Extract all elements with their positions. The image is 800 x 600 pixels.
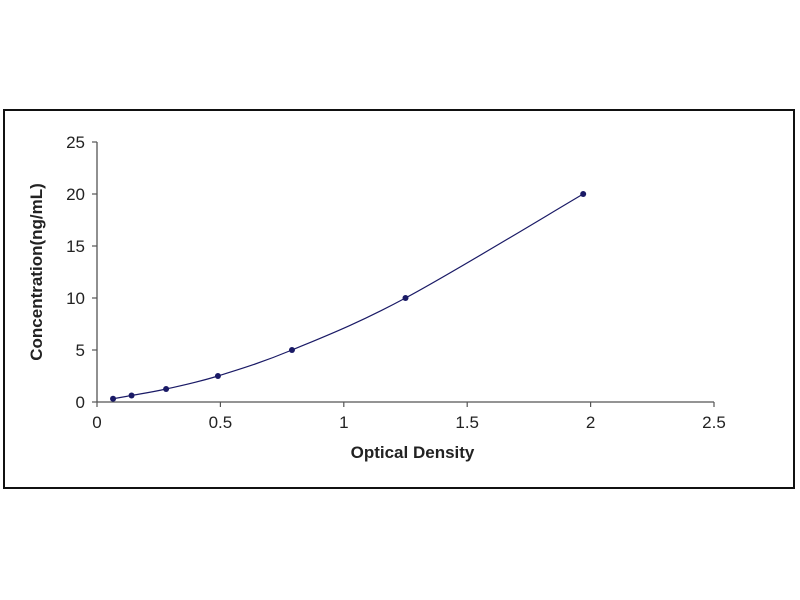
data-point	[110, 395, 117, 402]
x-tick-label: 1	[339, 413, 348, 432]
data-point	[288, 347, 295, 353]
y-tick-label: 10	[66, 289, 85, 308]
y-tick-label: 5	[76, 341, 85, 360]
data-point	[580, 191, 587, 197]
y-tick-label: 0	[76, 393, 85, 412]
x-tick-label: 1.5	[455, 413, 479, 432]
data-point	[163, 386, 170, 392]
data-point	[128, 392, 135, 399]
y-axis-title: Concentration(ng/mL)	[27, 183, 46, 361]
chart-frame: 0 5 10 15 20 25 0 0.5 1 1.5 2 2.5 Optical Density …	[3, 109, 795, 489]
x-tick-label: 2	[586, 413, 595, 432]
x-axis-ticks: 0 0.5 1 1.5 2 2.5	[92, 402, 726, 432]
x-tick-label: 0	[92, 413, 101, 432]
axes	[96, 142, 714, 403]
y-tick-label: 15	[66, 237, 85, 256]
fit-curve	[112, 193, 584, 400]
y-axis-ticks: 0 5 10 15 20 25	[66, 133, 97, 412]
data-point	[402, 295, 409, 301]
x-axis-title: Optical Density	[351, 443, 475, 462]
x-tick-label: 0.5	[209, 413, 233, 432]
x-tick-label: 2.5	[702, 413, 726, 432]
data-points	[110, 191, 587, 402]
y-tick-label: 20	[66, 185, 85, 204]
y-tick-label: 25	[66, 133, 85, 152]
data-point	[214, 373, 221, 379]
